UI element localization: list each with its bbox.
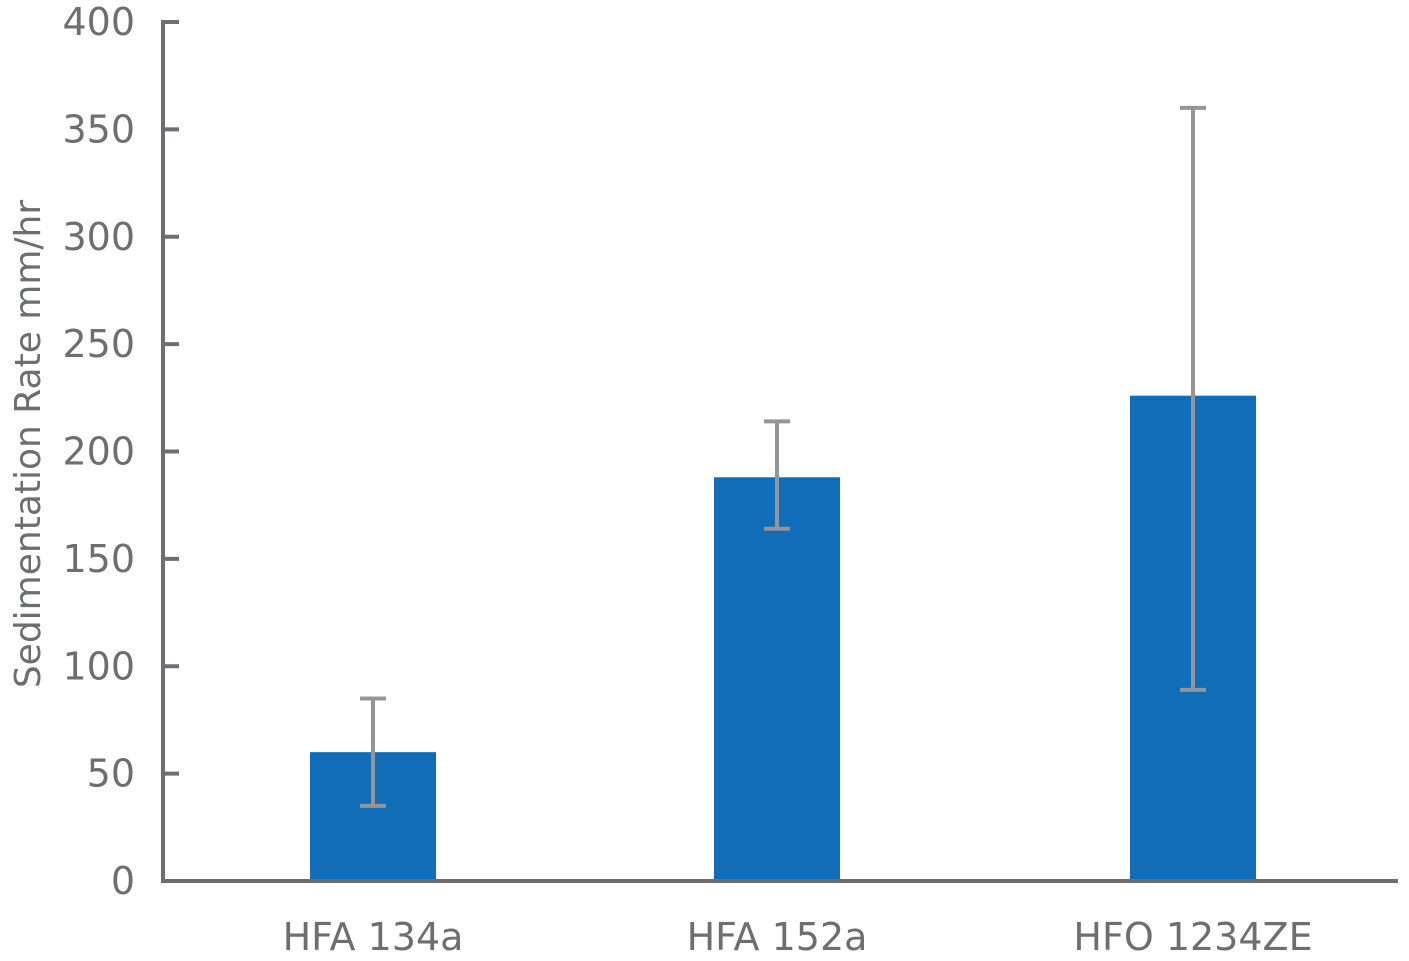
y-axis-title: Sedimentation Rate mm/hr (8, 200, 49, 689)
error-bar (360, 696, 386, 808)
bars-group (310, 395, 1256, 881)
error-bar (764, 419, 790, 531)
y-tick-label: 350 (62, 107, 135, 151)
y-tick-label: 200 (62, 430, 135, 474)
y-tick-label: 300 (62, 215, 135, 259)
x-category-label: HFA 134a (283, 915, 464, 959)
x-axis-labels: HFA 134a HFA 152a HFO 1234ZE (283, 915, 1313, 959)
y-tick-label: 50 (87, 752, 135, 796)
x-category-label: HFO 1234ZE (1073, 915, 1312, 959)
bar (714, 477, 840, 881)
error-bar (1180, 105, 1206, 692)
y-tick-label: 0 (111, 859, 135, 903)
y-axis-ticks: 0 50 100 150 200 250 300 350 400 (62, 0, 179, 903)
x-category-label: HFA 152a (687, 915, 868, 959)
error-bars-group (360, 105, 1206, 808)
y-tick-label: 150 (62, 537, 135, 581)
y-tick-label: 400 (62, 0, 135, 44)
axes-group (161, 20, 1398, 883)
y-tick-label: 250 (62, 322, 135, 366)
y-tick-label: 100 (62, 644, 135, 688)
